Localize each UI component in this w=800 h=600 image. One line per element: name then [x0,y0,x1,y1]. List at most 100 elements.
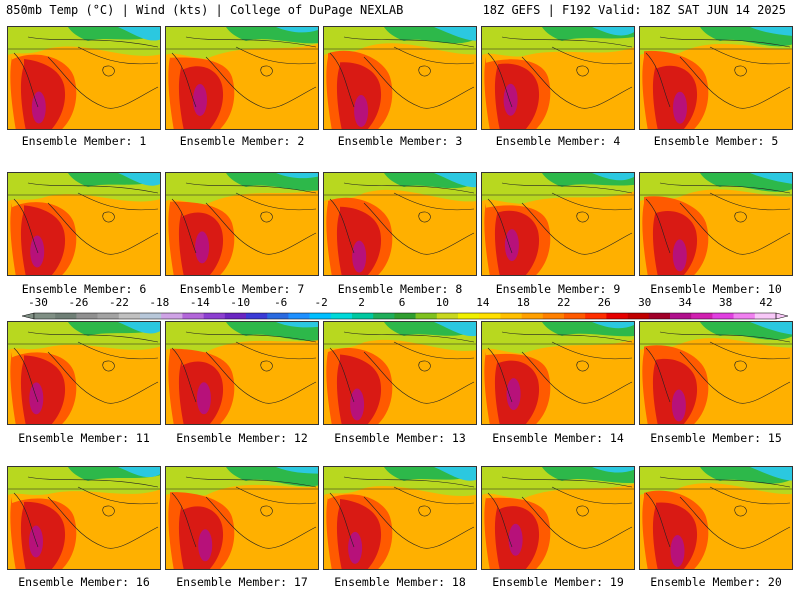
panel-caption: Ensemble Member: 13 [334,431,466,445]
ensemble-panel [481,172,635,276]
ensemble-panel [7,466,161,570]
ensemble-panel [639,172,793,276]
colorbar-swatch [161,313,183,319]
colorbar-swatch [648,313,671,319]
panel-caption: Ensemble Member: 4 [495,134,621,148]
colorbar-swatch [542,313,565,319]
ensemble-panel [7,26,161,130]
ensemble-panel [165,321,319,425]
temperature-colorbar [21,312,789,320]
panel-caption: Ensemble Member: 9 [495,282,621,296]
colorbar-swatch [754,313,777,319]
colorbar-swatch [76,313,98,319]
ensemble-panel [323,172,477,276]
temperature-map [8,467,160,569]
colorbar-tick-label: 2 [358,296,365,309]
colorbar-swatch [224,313,247,319]
panel-caption: Ensemble Member: 20 [650,575,782,589]
temperature-map [324,173,476,275]
temperature-map [640,173,792,275]
colorbar-swatch [500,313,522,319]
temperature-map [166,467,318,569]
colorbar-swatch [585,313,607,319]
colorbar-swatch [691,313,713,319]
temperature-map [640,467,792,569]
colorbar-tick-label: -10 [230,296,251,309]
panel-caption: Ensemble Member: 11 [18,431,150,445]
colorbar-swatch [712,313,734,319]
colorbar-tick-label: 6 [398,296,406,309]
temperature-map [324,467,476,569]
ensemble-panel [323,321,477,425]
colorbar-tick-label: 38 [718,296,733,309]
colorbar-swatch [246,313,268,319]
colorbar-swatch [203,313,226,319]
colorbar-swatch [182,313,204,319]
temperature-map [482,467,634,569]
colorbar-tick-label: 42 [759,296,773,309]
colorbar-swatch [288,313,310,319]
ensemble-panel [481,321,635,425]
panel-caption: Ensemble Member: 15 [650,431,782,445]
colorbar-swatch [97,313,120,319]
colorbar-swatch [352,313,374,319]
colorbar-tick-label: 10 [435,296,450,309]
colorbar-tick-label: -6 [274,296,288,309]
panel-caption: Ensemble Member: 19 [492,575,624,589]
chart-title: 850mb Temp (°C) | Wind (kts) | College o… [6,3,404,17]
ensemble-panel [481,26,635,130]
panel-caption: Ensemble Member: 1 [21,134,147,148]
panel-caption: Ensemble Member: 2 [179,134,305,148]
ensemble-panel [165,466,319,570]
colorbar-swatch [627,313,650,319]
panel-caption: Ensemble Member: 5 [653,134,779,148]
colorbar-swatch [330,313,353,319]
colorbar-tick-label: -30 [28,296,48,309]
temperature-map [8,322,160,424]
ensemble-panel [165,26,319,130]
panel-caption: Ensemble Member: 3 [337,134,463,148]
temperature-map [8,173,160,275]
panel-caption: Ensemble Member: 6 [21,282,147,296]
panel-caption: Ensemble Member: 17 [176,575,308,589]
colorbar-tick-label: 34 [678,296,692,309]
ensemble-panel [323,26,477,130]
ensemble-panel [639,466,793,570]
ensemble-panel [7,172,161,276]
temperature-map [482,322,634,424]
temperature-map [166,173,318,275]
colorbar-right-arrow [775,312,789,320]
ensemble-panel [7,321,161,425]
colorbar-tick-label: -14 [189,296,210,309]
colorbar-tick-label: 26 [597,296,611,309]
colorbar-swatch [564,313,586,319]
colorbar-swatch [670,313,692,319]
colorbar-swatch [394,313,416,319]
colorbar-swatch [479,313,501,319]
temperature-map [640,27,792,129]
temperature-map [482,27,634,129]
temperature-map [324,27,476,129]
colorbar-swatch [415,313,438,319]
temperature-map [482,173,634,275]
colorbar-tick-label: 18 [516,296,530,309]
ensemble-panel [165,172,319,276]
temperature-map [324,322,476,424]
colorbar-swatch [436,313,459,319]
colorbar-tick-label: -2 [314,296,328,309]
colorbar-swatch [309,313,332,319]
panel-caption: Ensemble Member: 16 [18,575,150,589]
colorbar-tick-label: -18 [149,296,170,309]
temperature-map [640,322,792,424]
colorbar-swatch [118,313,141,319]
colorbar-tick-label: 22 [557,296,571,309]
panel-caption: Ensemble Member: 7 [179,282,305,296]
colorbar-tick-label: -22 [108,296,129,309]
valid-time: 18Z GEFS | F192 Valid: 18Z SAT JUN 14 20… [482,3,786,17]
colorbar-outline [33,312,777,320]
colorbar-swatch [34,313,56,319]
ensemble-panel [323,466,477,570]
panel-caption: Ensemble Member: 12 [176,431,308,445]
temperature-map [8,27,160,129]
colorbar-swatch [458,313,480,319]
